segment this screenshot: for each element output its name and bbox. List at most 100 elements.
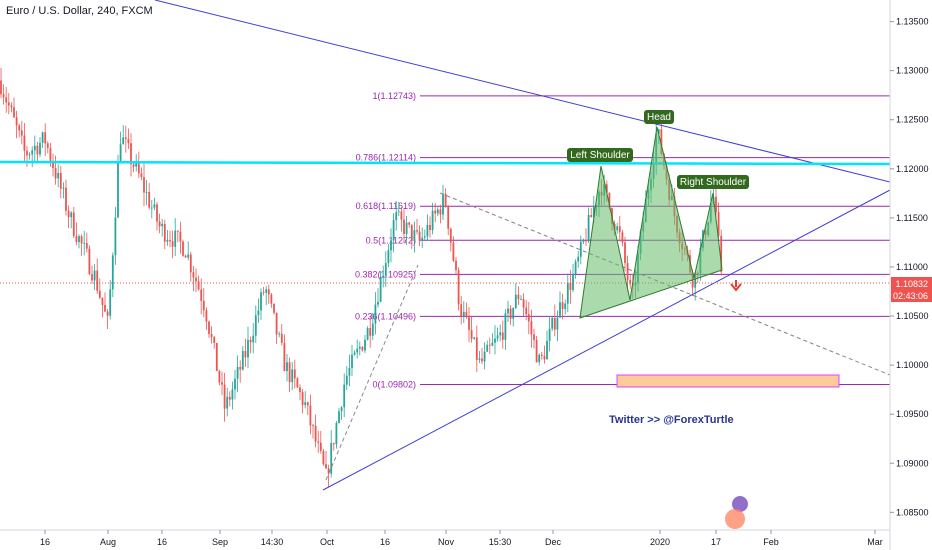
price-axis-ticks: 1.13500 1.13000 1.12500 1.12000 1.11500 1.110… (890, 17, 929, 517)
upper-descending-trendline[interactable] (154, 0, 891, 183)
candle-body (31, 150, 34, 155)
candle-body (288, 362, 291, 383)
time-tick-label: 17 (711, 537, 721, 547)
head-and-shoulders-pattern[interactable] (579, 126, 723, 319)
candle-body (241, 350, 244, 370)
candle-body (624, 242, 626, 264)
candle-body (374, 304, 377, 324)
candle-body (280, 333, 283, 343)
candle-body (509, 308, 512, 319)
time-axis[interactable]: 16 Aug 16 Sep 14:30 Oct 16 Nov 15:30 Dec 2020 17 Feb… (0, 529, 890, 547)
candle-body (153, 204, 156, 208)
candle-body (85, 243, 88, 249)
candle-body (449, 228, 452, 243)
candle-body (618, 226, 621, 233)
price-tick-label: 1.13500 (896, 17, 929, 27)
candle-body (163, 223, 166, 242)
candle-body (187, 254, 190, 258)
candle-body (657, 129, 660, 134)
candle-body (384, 263, 387, 276)
candle-body (455, 260, 457, 271)
last-price-badge: 1.10832 02:43:06 (891, 277, 932, 302)
candle-body (7, 102, 10, 106)
support-zone[interactable] (616, 374, 840, 388)
candle-body (340, 407, 343, 412)
candle-body (345, 375, 348, 385)
lower-ascending-trendline[interactable] (322, 189, 891, 491)
candle-body (548, 328, 551, 341)
candle-body (332, 443, 335, 445)
candle-body (312, 425, 314, 427)
candle-body (572, 273, 574, 290)
candle-body (260, 292, 262, 311)
candle-body (551, 317, 554, 329)
candle-body (158, 221, 161, 227)
candle-body (265, 289, 268, 293)
candle-body (44, 132, 47, 144)
candle-body (543, 355, 546, 360)
candle-body (111, 255, 114, 290)
candle-body (205, 310, 208, 322)
candle-body (522, 299, 525, 308)
dashed-projection-line[interactable] (439, 192, 891, 376)
candle-body (210, 333, 213, 338)
candle-body (416, 230, 418, 232)
candle-body (98, 290, 101, 298)
fib-level-label: 0.786(1.12114) (356, 153, 416, 163)
candle-body (148, 191, 151, 208)
candle-body (189, 254, 192, 273)
candle-body (283, 342, 286, 372)
candle-body (379, 276, 382, 302)
candle-body (278, 333, 281, 335)
time-tick-label: Mar (867, 537, 883, 547)
candle-body (93, 270, 96, 281)
dashed-rally-line[interactable] (325, 264, 419, 481)
candle-body (343, 384, 346, 408)
resistance-line[interactable] (0, 160, 891, 166)
candle-body (525, 307, 528, 315)
candle-body (176, 230, 179, 232)
candle-body (421, 237, 424, 241)
candle-body (494, 338, 496, 343)
candle-body (319, 442, 322, 451)
candle-body (161, 223, 164, 227)
candle-body (413, 230, 416, 241)
candle-body (717, 212, 720, 236)
candle-body (150, 207, 153, 209)
candle-body (275, 312, 278, 335)
candle-body (228, 396, 231, 400)
candle-body (439, 209, 442, 215)
svg-text:Right Shoulder: Right Shoulder (680, 177, 747, 188)
candle-body (156, 204, 158, 222)
candle-body (109, 289, 112, 316)
candle-body (353, 352, 356, 355)
candle-body (286, 362, 288, 372)
candle-body (660, 129, 663, 155)
candle-body (179, 231, 182, 242)
candle-body (226, 396, 229, 409)
candle-body (88, 248, 91, 275)
candle-body (75, 235, 78, 243)
candle-body (70, 212, 73, 218)
candle-body (72, 212, 75, 236)
candle-body (499, 332, 502, 336)
candle-body (273, 303, 275, 313)
time-tick-label: Nov (438, 537, 455, 547)
candle-body (488, 344, 491, 346)
svg-text:02:43:06: 02:43:06 (893, 291, 928, 301)
time-tick-label: 16 (40, 537, 50, 547)
trendline-drawings[interactable] (0, 0, 891, 491)
candle-body (608, 192, 611, 209)
candle-body (338, 411, 340, 423)
candle-body (335, 422, 338, 445)
svg-text:Head: Head (647, 112, 671, 123)
candle-body (0, 80, 2, 95)
candle-body (486, 344, 489, 352)
candle-body (377, 301, 379, 305)
candle-body (325, 464, 327, 469)
price-tick-label: 1.11500 (896, 213, 928, 223)
candle-body (364, 339, 366, 351)
price-tick-label: 1.11000 (896, 262, 928, 272)
candle-body (460, 304, 463, 317)
